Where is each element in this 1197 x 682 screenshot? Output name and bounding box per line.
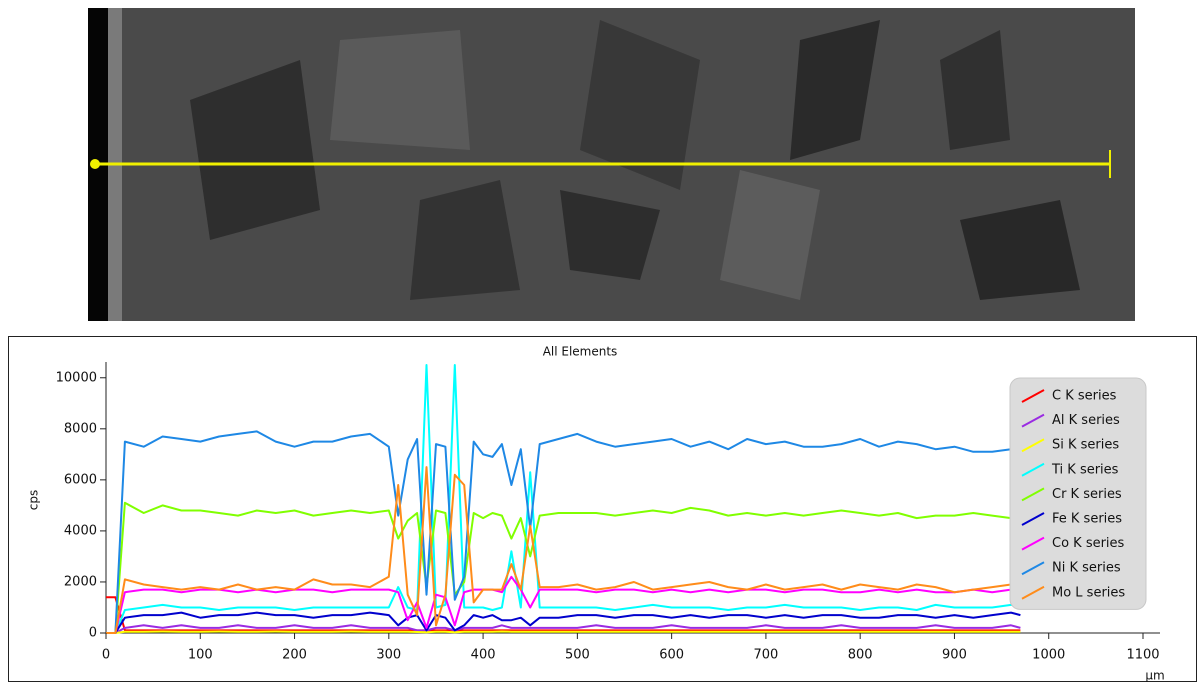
x-tick-label: 1000 — [1032, 648, 1065, 663]
legend-label: Ti K series — [1051, 462, 1119, 477]
legend-label: Mo L series — [1052, 585, 1125, 600]
x-tick-label: 1100 — [1126, 648, 1159, 663]
x-tick-label: 600 — [659, 648, 684, 663]
x-axis-label: µm — [1145, 669, 1164, 682]
legend-label: Cr K series — [1052, 487, 1122, 502]
legend-label: Co K series — [1052, 536, 1125, 551]
legend-label: C K series — [1052, 389, 1117, 404]
chart-title: All Elements — [543, 345, 618, 359]
x-tick-label: 400 — [471, 648, 496, 663]
x-tick-label: 500 — [565, 648, 590, 663]
grain — [330, 30, 470, 150]
legend-label: Si K series — [1052, 438, 1119, 453]
y-tick-label: 2000 — [64, 574, 97, 589]
scan-start — [90, 159, 100, 169]
screen: All Elements µm cps 02000400060008000100… — [0, 0, 1197, 682]
y-tick-label: 6000 — [64, 472, 97, 487]
x-tick-label: 700 — [753, 648, 778, 663]
x-tick-label: 0 — [102, 648, 110, 663]
y-tick-label: 8000 — [64, 421, 97, 436]
y-tick-label: 0 — [89, 626, 97, 641]
x-tick-label: 100 — [188, 648, 213, 663]
legend-label: Ni K series — [1052, 561, 1121, 576]
page: All Elements µm cps 02000400060008000100… — [0, 0, 1197, 682]
y-tick-label: 10000 — [56, 370, 97, 385]
x-tick-label: 300 — [376, 648, 401, 663]
x-tick-label: 900 — [942, 648, 967, 663]
x-tick-label: 800 — [848, 648, 873, 663]
x-tick-label: 200 — [282, 648, 307, 663]
legend-label: Fe K series — [1052, 512, 1122, 527]
legend-label: Al K series — [1052, 413, 1120, 428]
micrograph — [88, 8, 1135, 321]
y-axis-label: cps — [27, 490, 41, 510]
y-tick-label: 4000 — [64, 523, 97, 538]
